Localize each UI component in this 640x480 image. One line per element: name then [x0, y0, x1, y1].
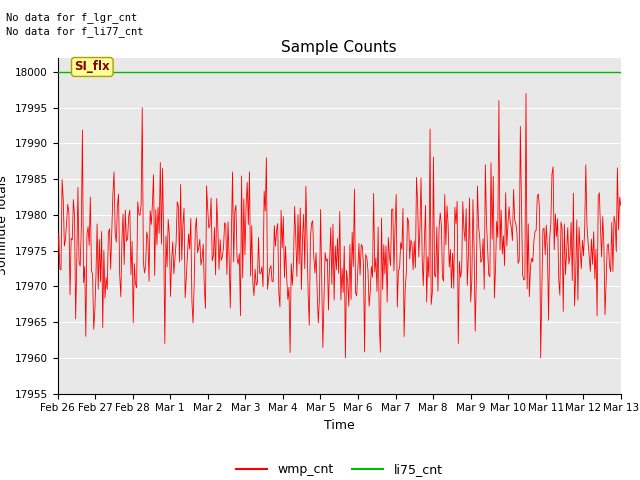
- Text: SI_flx: SI_flx: [74, 60, 110, 73]
- Text: No data for f_li77_cnt: No data for f_li77_cnt: [6, 26, 144, 37]
- Text: No data for f_lgr_cnt: No data for f_lgr_cnt: [6, 12, 138, 23]
- X-axis label: Time: Time: [324, 419, 355, 432]
- Title: Sample Counts: Sample Counts: [282, 40, 397, 55]
- Legend: wmp_cnt, li75_cnt: wmp_cnt, li75_cnt: [231, 458, 447, 480]
- Y-axis label: 30minute Totals: 30minute Totals: [0, 176, 9, 276]
